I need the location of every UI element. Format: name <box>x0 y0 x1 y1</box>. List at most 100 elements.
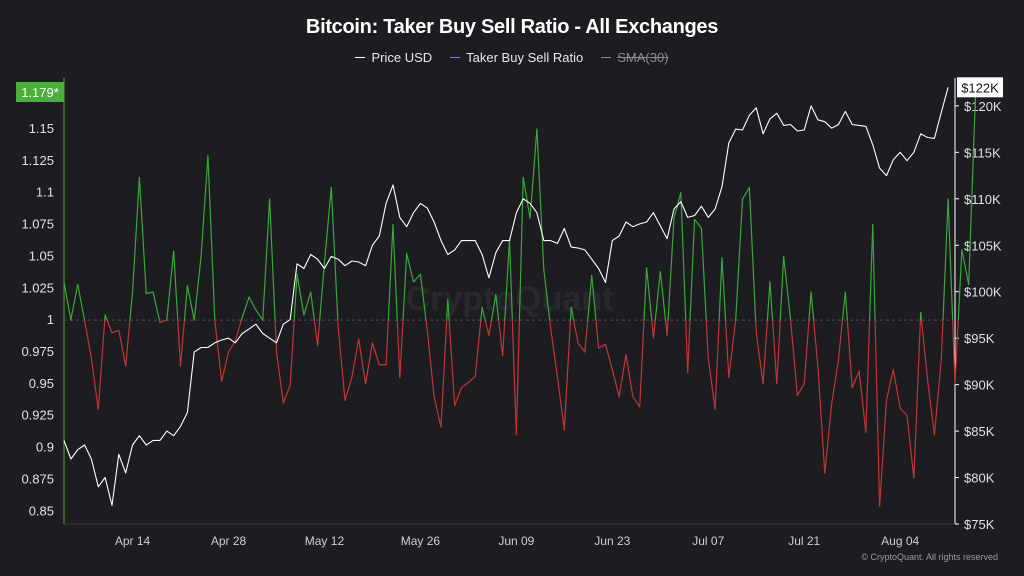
ratio-line-segment <box>643 267 648 321</box>
ratio-line-segment <box>200 155 209 257</box>
ratio-line-segment <box>604 343 613 371</box>
right-tick-label: $90K <box>964 378 995 393</box>
copyright-credit: © CryptoQuant. All rights reserved <box>861 552 998 562</box>
ratio-line-segment <box>879 399 888 507</box>
ratio-line-segment <box>755 319 757 334</box>
left-tick-label: 0.875 <box>21 471 54 486</box>
ratio-line-segment <box>488 319 493 337</box>
ratio-line-segment <box>371 342 380 366</box>
ratio-line-segment <box>639 319 645 408</box>
ratio-line-segment <box>173 250 179 321</box>
ratio-line-segment <box>138 176 147 294</box>
ratio-line-segment <box>186 285 195 321</box>
ratio-line-segment <box>255 309 264 321</box>
right-tick-label: $110K <box>964 192 1001 207</box>
x-tick-label: Jul 07 <box>692 534 724 548</box>
ratio-line-segment <box>570 306 575 321</box>
ratio-line-segment <box>351 338 360 379</box>
ratio-line-segment <box>680 192 687 321</box>
ratio-line-segment <box>248 296 257 311</box>
ratio-line-segment <box>707 357 716 410</box>
ratio-line-segment <box>502 319 506 357</box>
ratio-line-segment <box>515 319 521 436</box>
x-tick-label: May 26 <box>401 534 441 548</box>
ratio-line-segment <box>262 198 271 321</box>
ratio-line-segment <box>193 255 202 321</box>
ratio-line-segment <box>687 319 691 373</box>
right-tick-label: $120K <box>964 99 1002 114</box>
ratio-line-segment <box>274 319 278 353</box>
legend-item-price[interactable]: Price USD <box>355 50 432 65</box>
ratio-line-segment <box>556 376 565 431</box>
right-tick-label: $80K <box>964 471 995 486</box>
ratio-line-segment <box>323 186 332 264</box>
ratio-line-segment <box>837 319 844 361</box>
left-tick-label: 0.925 <box>21 408 54 423</box>
ratio-line-segment <box>779 255 785 321</box>
ratio-line-segment <box>166 250 175 321</box>
current-ratio-label: 1.179* <box>21 85 59 100</box>
ratio-line-segment <box>536 128 545 270</box>
ratio-line-segment <box>419 273 427 321</box>
left-tick-label: 1 <box>47 312 54 327</box>
ratio-line-segment <box>402 253 408 321</box>
ratio-line-segment <box>179 319 186 367</box>
ratio-line-segment <box>685 319 689 373</box>
ratio-line-segment <box>587 274 593 321</box>
ratio-line-segment <box>508 239 513 321</box>
ratio-line-segment <box>454 387 463 407</box>
ratio-line-segment <box>851 370 860 389</box>
legend-item-sma[interactable]: SMA(30) <box>601 50 669 65</box>
ratio-line-segment <box>152 291 160 321</box>
ratio-line-segment <box>385 319 389 366</box>
ratio-line-segment <box>63 281 72 321</box>
current-price-badge <box>957 77 1003 98</box>
ratio-line-segment <box>718 257 723 321</box>
ratio-line-segment <box>667 217 675 321</box>
legend-item-ratio[interactable]: Taker Buy Sell Ratio <box>450 50 583 65</box>
x-tick-label: Jul 21 <box>788 534 820 548</box>
ratio-line-segment <box>364 342 374 385</box>
ratio-line-segment <box>906 415 915 479</box>
ratio-line-segment <box>221 351 230 382</box>
ratio-line-segment <box>433 395 442 428</box>
ratio-line-segment <box>645 267 653 321</box>
ratio-line-segment <box>874 319 881 507</box>
ratio-line-segment <box>522 176 531 219</box>
right-tick-label: $100K <box>964 285 1002 300</box>
ratio-line-segment <box>654 271 661 321</box>
ratio-line-segment <box>885 369 894 401</box>
ratio-line-segment <box>111 329 120 334</box>
legend-label-sma: SMA(30) <box>617 50 669 65</box>
ratio-line-segment <box>344 376 353 401</box>
ratio-line-segment <box>611 369 620 398</box>
ratio-line-segment <box>129 291 134 321</box>
ratio-line-segment <box>577 342 586 353</box>
ratio-line-segment <box>618 353 627 398</box>
ratio-line-segment <box>293 273 298 321</box>
x-tick-label: Apr 14 <box>115 534 151 548</box>
ratio-line-segment <box>769 281 774 321</box>
ratio-line-segment <box>480 306 483 321</box>
chart-title: Bitcoin: Taker Buy Sell Ratio - All Exch… <box>305 16 719 38</box>
ratio-line-segment <box>625 353 634 398</box>
legend-label-price: Price USD <box>371 50 433 65</box>
ratio-line-segment <box>289 319 295 386</box>
ratio-line-segment <box>942 198 949 321</box>
ratio-line-segment <box>940 319 944 361</box>
ratio-line-segment <box>83 319 93 359</box>
ratio-line-segment <box>425 319 428 331</box>
ratio-line-segment <box>961 249 970 286</box>
ratio-line-segment <box>952 319 956 385</box>
ratio-line-segment <box>766 281 771 321</box>
ratio-line-segment <box>741 186 750 200</box>
ratio-line-segment <box>529 128 538 219</box>
ratio-line-segment <box>872 223 876 321</box>
ratio-line-segment <box>511 319 517 436</box>
watermark-text: CryptoQuant <box>406 280 614 318</box>
right-tick-label: $105K <box>964 238 1002 253</box>
x-tick-label: Aug 04 <box>881 534 919 548</box>
ratio-line-segment <box>269 198 276 321</box>
x-tick-label: May 12 <box>305 534 345 548</box>
ratio-line-segment <box>490 294 497 321</box>
